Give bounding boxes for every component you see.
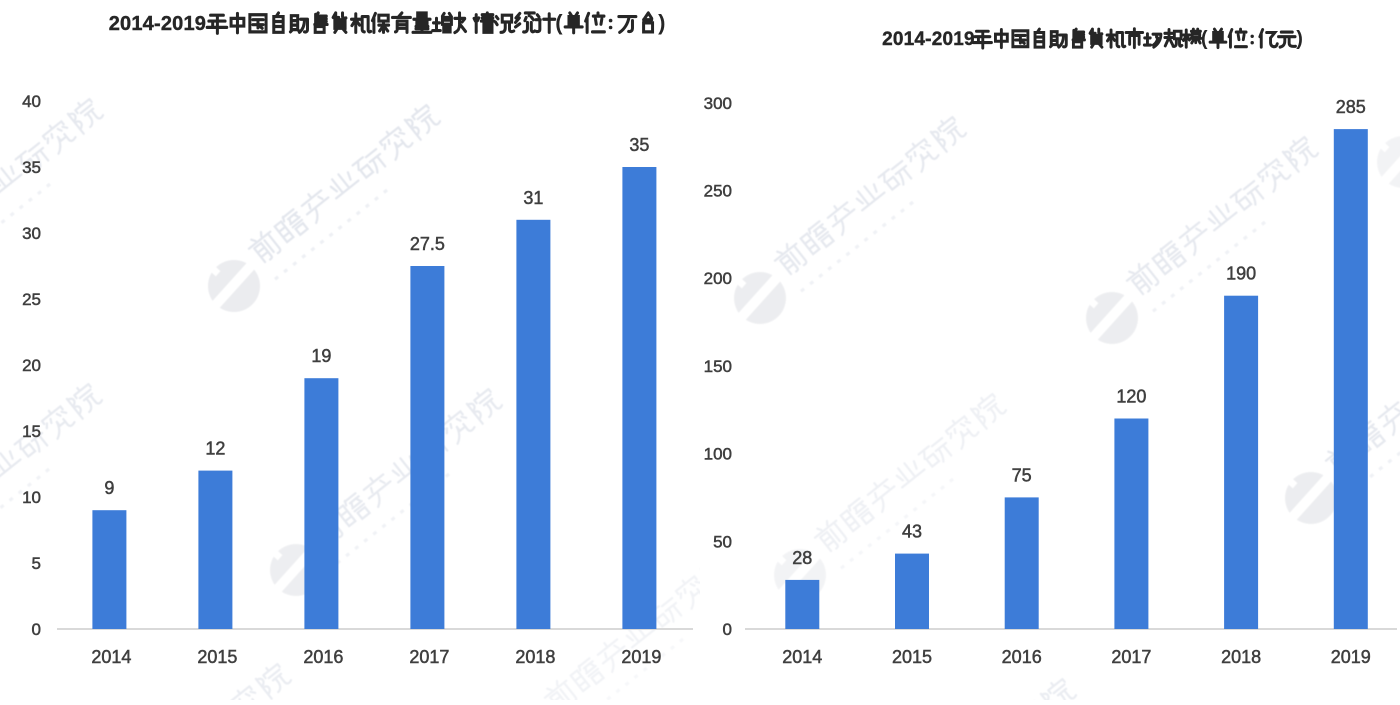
svg-text:12: 12 — [205, 439, 225, 459]
svg-text:2019: 2019 — [621, 647, 661, 667]
svg-text:35: 35 — [629, 135, 649, 155]
svg-text:10: 10 — [22, 488, 41, 507]
svg-text:100: 100 — [704, 445, 732, 464]
svg-text:40: 40 — [22, 92, 41, 111]
svg-text:43: 43 — [902, 522, 922, 542]
svg-text:2018: 2018 — [515, 647, 555, 667]
svg-text:2014-2019: 2014-2019 — [109, 13, 206, 35]
svg-text:5: 5 — [32, 554, 41, 573]
svg-text:(: ( — [1201, 28, 1208, 50]
svg-text:0: 0 — [32, 620, 41, 639]
svg-text:285: 285 — [1336, 97, 1366, 117]
svg-text:2016: 2016 — [1002, 647, 1042, 667]
svg-text:2017: 2017 — [409, 647, 449, 667]
svg-text:300: 300 — [704, 94, 732, 113]
svg-text:15: 15 — [22, 422, 41, 441]
svg-text:2014: 2014 — [782, 647, 822, 667]
svg-text:2016: 2016 — [303, 647, 343, 667]
svg-text:120: 120 — [1116, 387, 1146, 407]
svg-text:0: 0 — [723, 620, 732, 639]
svg-text:2014: 2014 — [91, 647, 131, 667]
svg-text:2015: 2015 — [197, 647, 237, 667]
svg-text:35: 35 — [22, 158, 41, 177]
svg-text:250: 250 — [704, 182, 732, 201]
svg-text:200: 200 — [704, 269, 732, 288]
svg-text:30: 30 — [22, 224, 41, 243]
svg-text:2018: 2018 — [1221, 647, 1261, 667]
svg-text:50: 50 — [713, 532, 732, 551]
svg-text:2014-2019: 2014-2019 — [882, 29, 975, 50]
svg-text:2015: 2015 — [892, 647, 932, 667]
svg-text:27.5: 27.5 — [410, 234, 445, 254]
svg-text:150: 150 — [704, 357, 732, 376]
svg-text:2017: 2017 — [1111, 647, 1151, 667]
svg-text:28: 28 — [792, 548, 812, 568]
svg-text:190: 190 — [1226, 264, 1256, 284]
svg-text:): ) — [658, 10, 665, 35]
svg-text:9: 9 — [104, 478, 114, 498]
svg-text:31: 31 — [523, 188, 543, 208]
svg-text:75: 75 — [1012, 465, 1032, 485]
svg-text:20: 20 — [22, 356, 41, 375]
svg-text:2019: 2019 — [1331, 647, 1371, 667]
svg-text:25: 25 — [22, 290, 41, 309]
svg-text:(: ( — [555, 10, 563, 35]
svg-text:19: 19 — [311, 346, 331, 366]
svg-text:): ) — [1296, 28, 1303, 50]
